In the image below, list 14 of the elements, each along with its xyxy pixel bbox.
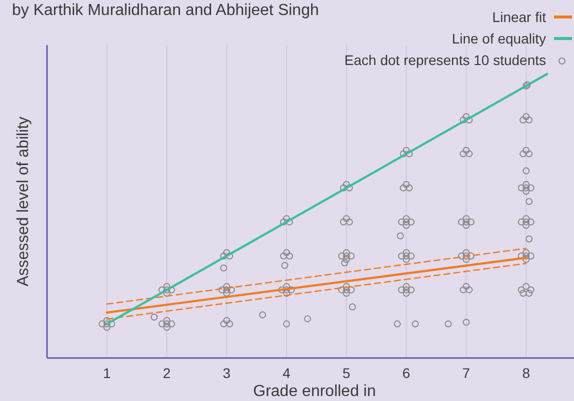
chart-subtitle: by Karthik Muralidharan and Abhijeet Singh: [12, 2, 319, 19]
x-tick-label: 8: [522, 365, 530, 381]
x-tick-label: 4: [282, 365, 291, 381]
legend-label: Each dot represents 10 students: [344, 52, 546, 68]
legend-label: Line of equality: [452, 30, 546, 46]
x-tick-label: 5: [342, 365, 351, 381]
y-axis-title: Assessed level of ability: [15, 116, 32, 286]
x-tick-label: 7: [462, 365, 470, 381]
x-axis-title: Grade enrolled in: [253, 383, 376, 400]
x-tick-label: 6: [402, 365, 410, 381]
x-tick-label: 3: [222, 365, 231, 381]
legend-label: Linear fit: [492, 9, 546, 25]
x-tick-label: 1: [102, 365, 111, 381]
x-tick-label: 2: [162, 365, 171, 381]
